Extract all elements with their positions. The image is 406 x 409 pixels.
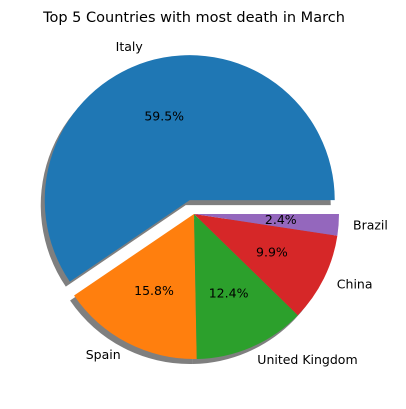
pct-label-brazil: 2.4% <box>265 212 297 227</box>
slice-label-united-kingdom: United Kingdom <box>257 352 357 367</box>
slice-label-spain: Spain <box>86 347 121 362</box>
slice-label-brazil: Brazil <box>353 218 388 233</box>
pie-slices <box>45 55 339 359</box>
pct-label-united-kingdom: 12.4% <box>209 285 249 300</box>
pct-label-italy: 59.5% <box>144 109 184 124</box>
chart-title: Top 5 Countries with most death in March <box>42 10 345 26</box>
pct-label-china: 9.9% <box>256 244 288 259</box>
slice-label-china: China <box>337 277 373 292</box>
pct-label-spain: 15.8% <box>134 283 174 298</box>
slice-label-italy: Italy <box>116 39 144 54</box>
